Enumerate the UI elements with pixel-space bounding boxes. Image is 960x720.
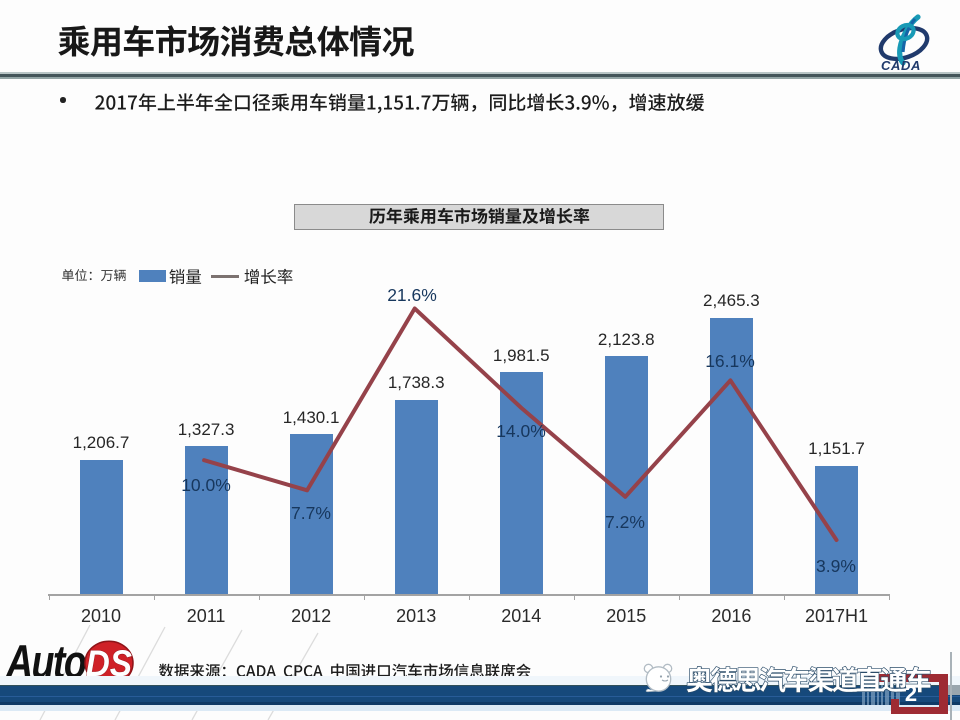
svg-text:CADA: CADA <box>881 58 921 73</box>
